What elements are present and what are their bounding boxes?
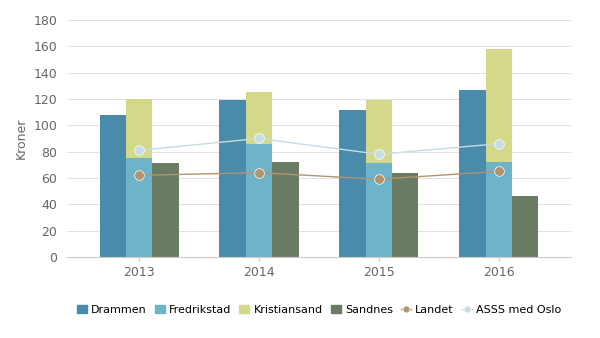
Bar [152, 164, 179, 257]
Bar [512, 196, 538, 257]
Landet [375, 177, 382, 181]
Bar [340, 110, 365, 257]
Bar [220, 100, 246, 257]
Line: ASSS med Oslo: ASSS med Oslo [134, 134, 503, 159]
ASSS med Oslo [495, 142, 502, 146]
ASSS med Oslo [375, 152, 382, 156]
Bar [365, 164, 392, 257]
Landet [256, 171, 263, 175]
ASSS med Oslo [256, 137, 263, 141]
Bar [126, 158, 152, 257]
Landet [136, 173, 143, 177]
Bar [246, 144, 272, 257]
Bar [246, 92, 272, 257]
ASSS med Oslo [136, 148, 143, 152]
Bar [365, 100, 392, 257]
Line: Landet: Landet [134, 167, 503, 184]
Bar [392, 173, 418, 257]
Bar [272, 162, 299, 257]
Bar [459, 90, 485, 257]
Landet [495, 169, 502, 173]
Legend: Drammen, Fredrikstad, Kristiansand, Sandnes, Landet, ASSS med Oslo: Drammen, Fredrikstad, Kristiansand, Sand… [72, 300, 566, 319]
Y-axis label: Kroner: Kroner [15, 118, 28, 159]
Bar [126, 99, 152, 257]
Bar [485, 162, 512, 257]
Bar [100, 115, 126, 257]
Bar [485, 49, 512, 257]
